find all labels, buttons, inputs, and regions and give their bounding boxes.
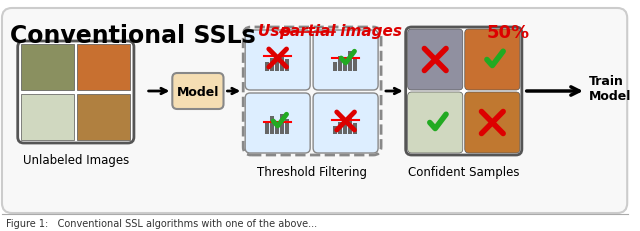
Bar bbox=[77, 94, 130, 140]
Bar bbox=[20, 45, 74, 91]
Bar bbox=[270, 117, 274, 134]
FancyBboxPatch shape bbox=[172, 74, 223, 109]
FancyBboxPatch shape bbox=[408, 30, 463, 91]
Text: Figure 1:   Conventional SSL algorithms with one of the above...: Figure 1: Conventional SSL algorithms wi… bbox=[6, 218, 317, 228]
Bar bbox=[348, 118, 352, 134]
FancyBboxPatch shape bbox=[18, 42, 134, 143]
Bar bbox=[343, 61, 347, 72]
Text: Unlabeled Images: Unlabeled Images bbox=[22, 153, 129, 166]
FancyBboxPatch shape bbox=[406, 28, 522, 155]
Text: Use: Use bbox=[258, 24, 295, 39]
Text: Threshold Filtering: Threshold Filtering bbox=[257, 165, 367, 178]
Text: partial: partial bbox=[280, 24, 336, 39]
Bar bbox=[338, 56, 342, 72]
Text: Conventional SSLs: Conventional SSLs bbox=[10, 24, 255, 48]
FancyBboxPatch shape bbox=[2, 9, 627, 213]
Text: 50%: 50% bbox=[486, 24, 530, 42]
Text: Model: Model bbox=[177, 85, 219, 98]
Bar bbox=[265, 123, 269, 134]
Bar bbox=[265, 63, 269, 72]
FancyBboxPatch shape bbox=[465, 30, 520, 91]
Bar bbox=[348, 52, 352, 72]
Bar bbox=[20, 94, 74, 140]
FancyBboxPatch shape bbox=[408, 93, 463, 153]
Bar bbox=[353, 58, 357, 72]
Bar bbox=[338, 122, 342, 134]
Bar bbox=[77, 45, 130, 91]
FancyBboxPatch shape bbox=[245, 31, 310, 91]
Bar bbox=[343, 125, 347, 134]
Bar bbox=[270, 58, 274, 72]
Bar bbox=[275, 121, 279, 134]
Text: Confident Samples: Confident Samples bbox=[408, 165, 520, 178]
Text: Train
Model: Train Model bbox=[589, 75, 631, 103]
FancyBboxPatch shape bbox=[313, 31, 378, 91]
FancyBboxPatch shape bbox=[245, 94, 310, 153]
Bar bbox=[353, 123, 357, 134]
Bar bbox=[285, 119, 289, 134]
Bar bbox=[280, 54, 284, 72]
Bar bbox=[333, 127, 337, 134]
Bar bbox=[280, 115, 284, 134]
Bar bbox=[275, 61, 279, 72]
Text: images: images bbox=[335, 24, 402, 39]
Bar bbox=[333, 63, 337, 72]
FancyBboxPatch shape bbox=[313, 94, 378, 153]
Bar bbox=[285, 60, 289, 72]
FancyBboxPatch shape bbox=[465, 93, 520, 153]
